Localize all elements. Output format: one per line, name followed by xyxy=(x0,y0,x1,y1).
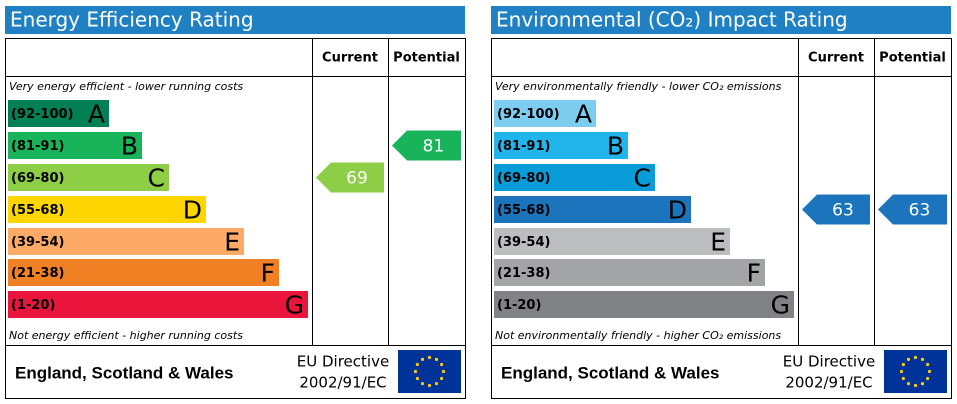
band xyxy=(494,291,794,318)
eu-star xyxy=(434,357,439,361)
bottom-note: Not environmentally friendly - higher CO… xyxy=(495,329,781,342)
band xyxy=(494,164,655,191)
top-note: Very environmentally friendly - lower CO… xyxy=(495,80,782,93)
band-letter: E xyxy=(710,228,726,257)
eu-star xyxy=(427,383,432,388)
eu-star xyxy=(413,369,418,374)
eu-star xyxy=(927,369,932,374)
band-range: (39-54) xyxy=(11,235,64,250)
column-header: Potential xyxy=(393,51,460,66)
band-letter: A xyxy=(575,100,592,129)
rating-arrow xyxy=(878,194,947,225)
band-range: (92-100) xyxy=(497,107,560,122)
eu-star xyxy=(441,369,446,374)
band-letter: B xyxy=(607,132,624,161)
column-header: Current xyxy=(808,51,864,66)
eu-star xyxy=(920,357,925,361)
band-range: (92-100) xyxy=(11,107,74,122)
footer-region: England, Scotland & Wales xyxy=(501,363,720,382)
eu-star xyxy=(415,362,419,367)
rating-arrow xyxy=(316,162,384,193)
band xyxy=(494,259,765,286)
eu-star xyxy=(440,376,444,381)
band-range: (69-80) xyxy=(11,171,64,186)
eu-star xyxy=(913,355,918,360)
panel-title: Environmental (CO₂) Impact Rating xyxy=(496,8,848,32)
band-letter: C xyxy=(634,164,651,193)
band-range: (81-91) xyxy=(497,139,550,154)
band xyxy=(8,132,142,159)
eu-star xyxy=(926,376,930,381)
column-header: Potential xyxy=(879,51,946,66)
eu-star xyxy=(427,355,432,360)
band-range: (21-38) xyxy=(497,266,550,281)
band-range: (81-91) xyxy=(11,139,64,154)
band xyxy=(8,196,206,223)
band-range: (55-68) xyxy=(497,203,550,218)
eu-star xyxy=(926,362,930,367)
footer-directive: 2002/91/EC xyxy=(299,374,386,392)
title-bar xyxy=(491,6,951,34)
band-range: (69-80) xyxy=(497,171,550,186)
band-letter: F xyxy=(747,259,761,288)
rating-value: 63 xyxy=(832,201,854,221)
band-letter: G xyxy=(771,291,790,320)
rating-arrow xyxy=(802,194,870,225)
band-range: (1-20) xyxy=(11,298,55,313)
frame xyxy=(5,38,466,399)
band xyxy=(8,291,308,318)
band-range: (1-20) xyxy=(497,298,541,313)
eu-star xyxy=(920,382,925,386)
eu-star xyxy=(434,382,439,386)
eu-star xyxy=(901,376,905,381)
band-letter: G xyxy=(285,291,304,320)
band xyxy=(8,259,279,286)
footer-directive: 2002/91/EC xyxy=(785,374,872,392)
band-letter: D xyxy=(183,196,202,225)
eu-star xyxy=(415,376,419,381)
footer-directive: EU Directive xyxy=(297,353,389,371)
bottom-note: Not energy efficient - higher running co… xyxy=(9,329,243,342)
eu-star xyxy=(901,362,905,367)
band-range: (39-54) xyxy=(497,235,550,250)
title-bar xyxy=(5,6,465,34)
footer-directive: EU Directive xyxy=(783,353,875,371)
frame xyxy=(491,38,952,399)
band xyxy=(8,100,109,127)
eu-star xyxy=(913,383,918,388)
eu-star xyxy=(899,369,904,374)
eu-star xyxy=(420,382,425,386)
band-letter: F xyxy=(261,259,275,288)
panel-title: Energy Efficiency Rating xyxy=(10,8,254,32)
eu-star xyxy=(906,382,911,386)
eu-star xyxy=(906,357,911,361)
footer-region: England, Scotland & Wales xyxy=(15,363,234,382)
top-note: Very energy efficient - lower running co… xyxy=(9,80,243,93)
band xyxy=(494,132,628,159)
band xyxy=(8,228,244,255)
band-letter: B xyxy=(121,132,138,161)
band xyxy=(494,100,596,127)
eu-star xyxy=(420,357,425,361)
band xyxy=(494,228,730,255)
band-letter: A xyxy=(88,100,105,129)
column-header: Current xyxy=(322,51,378,66)
band-range: (55-68) xyxy=(11,203,64,218)
band-letter: D xyxy=(668,196,687,225)
band xyxy=(8,164,169,191)
rating-value: 69 xyxy=(346,169,368,189)
rating-arrow xyxy=(392,130,461,161)
eu-star xyxy=(440,362,444,367)
band-letter: E xyxy=(224,228,240,257)
band-letter: C xyxy=(148,164,165,193)
rating-value: 63 xyxy=(909,201,931,221)
band-range: (21-38) xyxy=(11,266,64,281)
band xyxy=(494,196,691,223)
rating-value: 81 xyxy=(423,137,445,157)
